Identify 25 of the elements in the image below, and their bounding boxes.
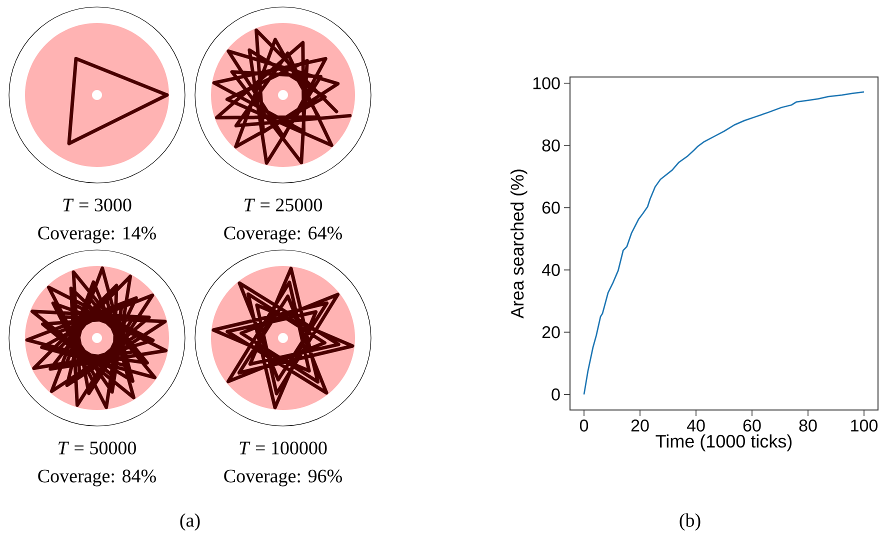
text: T = 100000 — [240, 442, 327, 454]
text: (b) — [680, 513, 700, 531]
x-tick-label: 60 — [743, 420, 761, 432]
text: Coverage: 84% — [38, 470, 156, 486]
y-tick-label: 80 — [542, 139, 560, 152]
x-tick-label: 20 — [631, 420, 649, 432]
text: T = 3000 — [63, 198, 132, 212]
y-tick-label: 40 — [542, 264, 560, 276]
x-axis-title: Time (1000 ticks) — [656, 434, 792, 452]
y-tick-label: 0 — [552, 388, 560, 400]
y-tick-label: 20 — [542, 326, 560, 338]
x-tick-label: 100 — [851, 420, 878, 432]
text: T = 50000 — [58, 442, 136, 454]
y-tick-label: 60 — [542, 202, 560, 214]
x-tick-label: 80 — [799, 420, 817, 432]
y-axis-title: Area searched (%) — [510, 170, 528, 318]
text: Coverage: 64% — [224, 226, 342, 244]
x-tick-label: 40 — [686, 420, 705, 432]
text: Coverage: 96% — [224, 470, 342, 486]
text: Coverage: 14% — [38, 226, 156, 244]
text: T = 25000 — [244, 198, 322, 212]
line-series — [583, 91, 865, 396]
text: (a) — [180, 513, 200, 531]
y-tick-label: 100 — [533, 77, 560, 90]
x-tick-label: 0 — [580, 420, 588, 432]
